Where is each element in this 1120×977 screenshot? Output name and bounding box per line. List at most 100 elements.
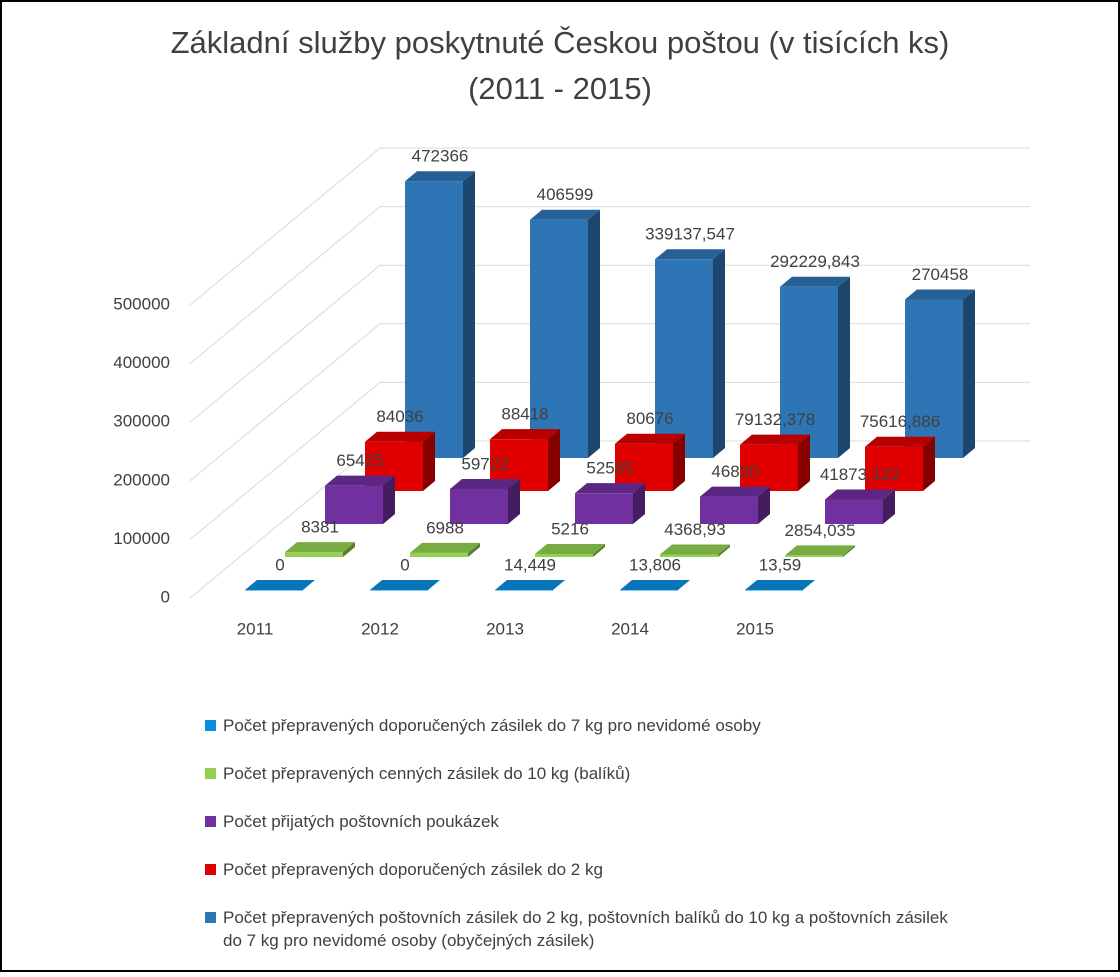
legend-item: Počet přepravených doporučených zásilek … [205, 714, 955, 737]
bar-top [495, 579, 565, 590]
x-tick-label: 2014 [611, 619, 649, 638]
bar-side [678, 579, 690, 590]
bar-side [553, 579, 565, 590]
bar [325, 485, 383, 524]
bar-top [450, 479, 520, 490]
bar-top [745, 579, 815, 590]
legend-swatch [205, 912, 216, 923]
bar-top [905, 289, 975, 300]
y-tick-label: 400000 [113, 353, 170, 372]
bar [785, 555, 843, 557]
legend-label: Počet přepravených cenných zásilek do 10… [223, 764, 631, 783]
bar-side [838, 276, 850, 458]
bar [535, 553, 593, 557]
bar [530, 219, 588, 458]
grid-line [189, 147, 1030, 306]
data-label: 65425 [336, 451, 383, 470]
bar-top [615, 433, 685, 444]
legend-swatch [205, 720, 216, 731]
bar [285, 552, 343, 557]
bar-top [825, 489, 895, 500]
bar [655, 259, 713, 458]
data-label: 292229,843 [770, 252, 860, 271]
bar-side [343, 542, 355, 557]
bar-side [883, 489, 895, 524]
x-tick-label: 2012 [361, 619, 399, 638]
bar-top [405, 171, 475, 182]
data-label: 8381 [301, 518, 339, 537]
data-label: 75616,886 [860, 412, 940, 431]
data-label: 0 [275, 555, 284, 574]
bar-top [655, 249, 725, 260]
legend-item: Počet přijatých poštovních poukázek [205, 810, 955, 833]
bar-side [463, 171, 475, 458]
legend: Počet přepravených doporučených zásilek … [205, 714, 955, 977]
bar-side [843, 545, 855, 557]
x-tick-label: 2011 [237, 619, 274, 638]
data-label: 6988 [426, 518, 464, 537]
data-label: 84036 [376, 407, 423, 426]
bar-top [245, 580, 315, 590]
legend-label: Počet přijatých poštovních poukázek [223, 812, 499, 831]
data-label: 88418 [501, 405, 548, 424]
legend-swatch [205, 864, 216, 875]
legend-label: Počet přepravených doporučených zásilek … [223, 860, 603, 879]
bar-top [370, 580, 440, 590]
data-label: 2854,035 [785, 521, 856, 540]
data-label: 80676 [626, 409, 673, 428]
bar-top [285, 542, 355, 553]
data-label: 46820 [711, 462, 758, 481]
bar-side [593, 543, 605, 557]
bar-side [923, 436, 935, 491]
bar-side [718, 544, 730, 557]
series: 8381 6988 5216 4368,93 2854,035 [285, 518, 855, 557]
bar-top [620, 579, 690, 590]
bar-side [508, 479, 520, 524]
bar [410, 552, 468, 557]
data-label: 59722 [461, 454, 508, 473]
bar-top [410, 542, 480, 553]
bar-side [798, 434, 810, 491]
series: 0 0 14,449 13,806 13,59 [245, 555, 815, 591]
data-label: 79132,378 [735, 410, 815, 429]
bar-side [383, 475, 395, 524]
bar-top [700, 486, 770, 497]
x-tick-label: 2013 [486, 619, 524, 638]
bar [700, 496, 758, 524]
bar [745, 589, 803, 591]
bar-side [673, 433, 685, 491]
legend-swatch [205, 768, 216, 779]
bar [865, 446, 923, 491]
bar-side [803, 579, 815, 590]
data-label: 406599 [537, 185, 594, 204]
grid-line [189, 264, 1030, 423]
y-tick-label: 300000 [113, 412, 170, 431]
chart-title: Základní služby poskytnuté Českou poštou… [171, 25, 950, 60]
bar [450, 489, 508, 524]
y-tick-label: 200000 [113, 470, 170, 489]
y-tick-label: 100000 [113, 529, 170, 548]
legend-item: Počet přepravených doporučených zásilek … [205, 858, 955, 881]
bar [825, 499, 883, 524]
data-label: 13,59 [759, 555, 802, 574]
bar-side [588, 209, 600, 458]
bar-side [468, 542, 480, 557]
series: 65425 59722 52585 46820 41873,122 [325, 451, 900, 524]
bar [905, 299, 963, 458]
bar [575, 493, 633, 524]
y-tick-label: 0 [161, 587, 170, 606]
bar-top [780, 276, 850, 287]
data-label: 472366 [412, 147, 469, 166]
bar-side [963, 289, 975, 458]
bar [615, 443, 673, 491]
bar [405, 181, 463, 458]
data-label: 5216 [551, 519, 589, 538]
data-label: 339137,547 [645, 225, 735, 244]
bar [740, 444, 798, 491]
data-label: 52585 [586, 459, 633, 478]
series: 472366 406599 339137,547 292229,843 270458 [405, 147, 975, 458]
bar [660, 554, 718, 557]
x-tick-label: 2015 [736, 619, 774, 638]
